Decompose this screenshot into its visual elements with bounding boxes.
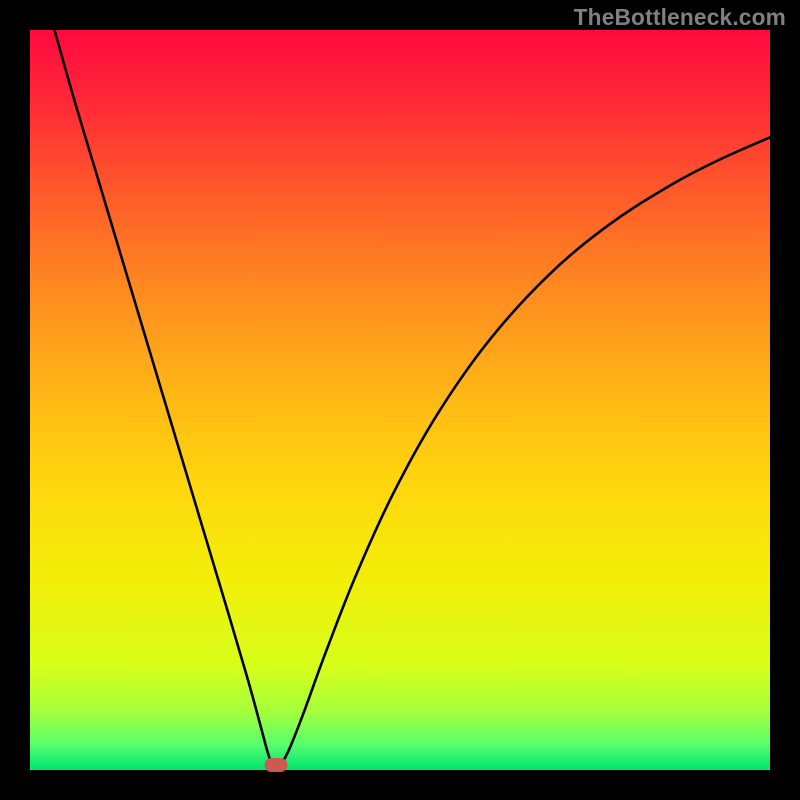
curve-right-branch (279, 137, 770, 767)
curve-left-branch (54, 30, 274, 767)
chart-frame: TheBottleneck.com (0, 0, 800, 800)
watermark-text: TheBottleneck.com (574, 4, 786, 31)
minimum-marker (265, 758, 288, 772)
bottleneck-curve (30, 30, 770, 770)
plot-area (30, 30, 770, 770)
